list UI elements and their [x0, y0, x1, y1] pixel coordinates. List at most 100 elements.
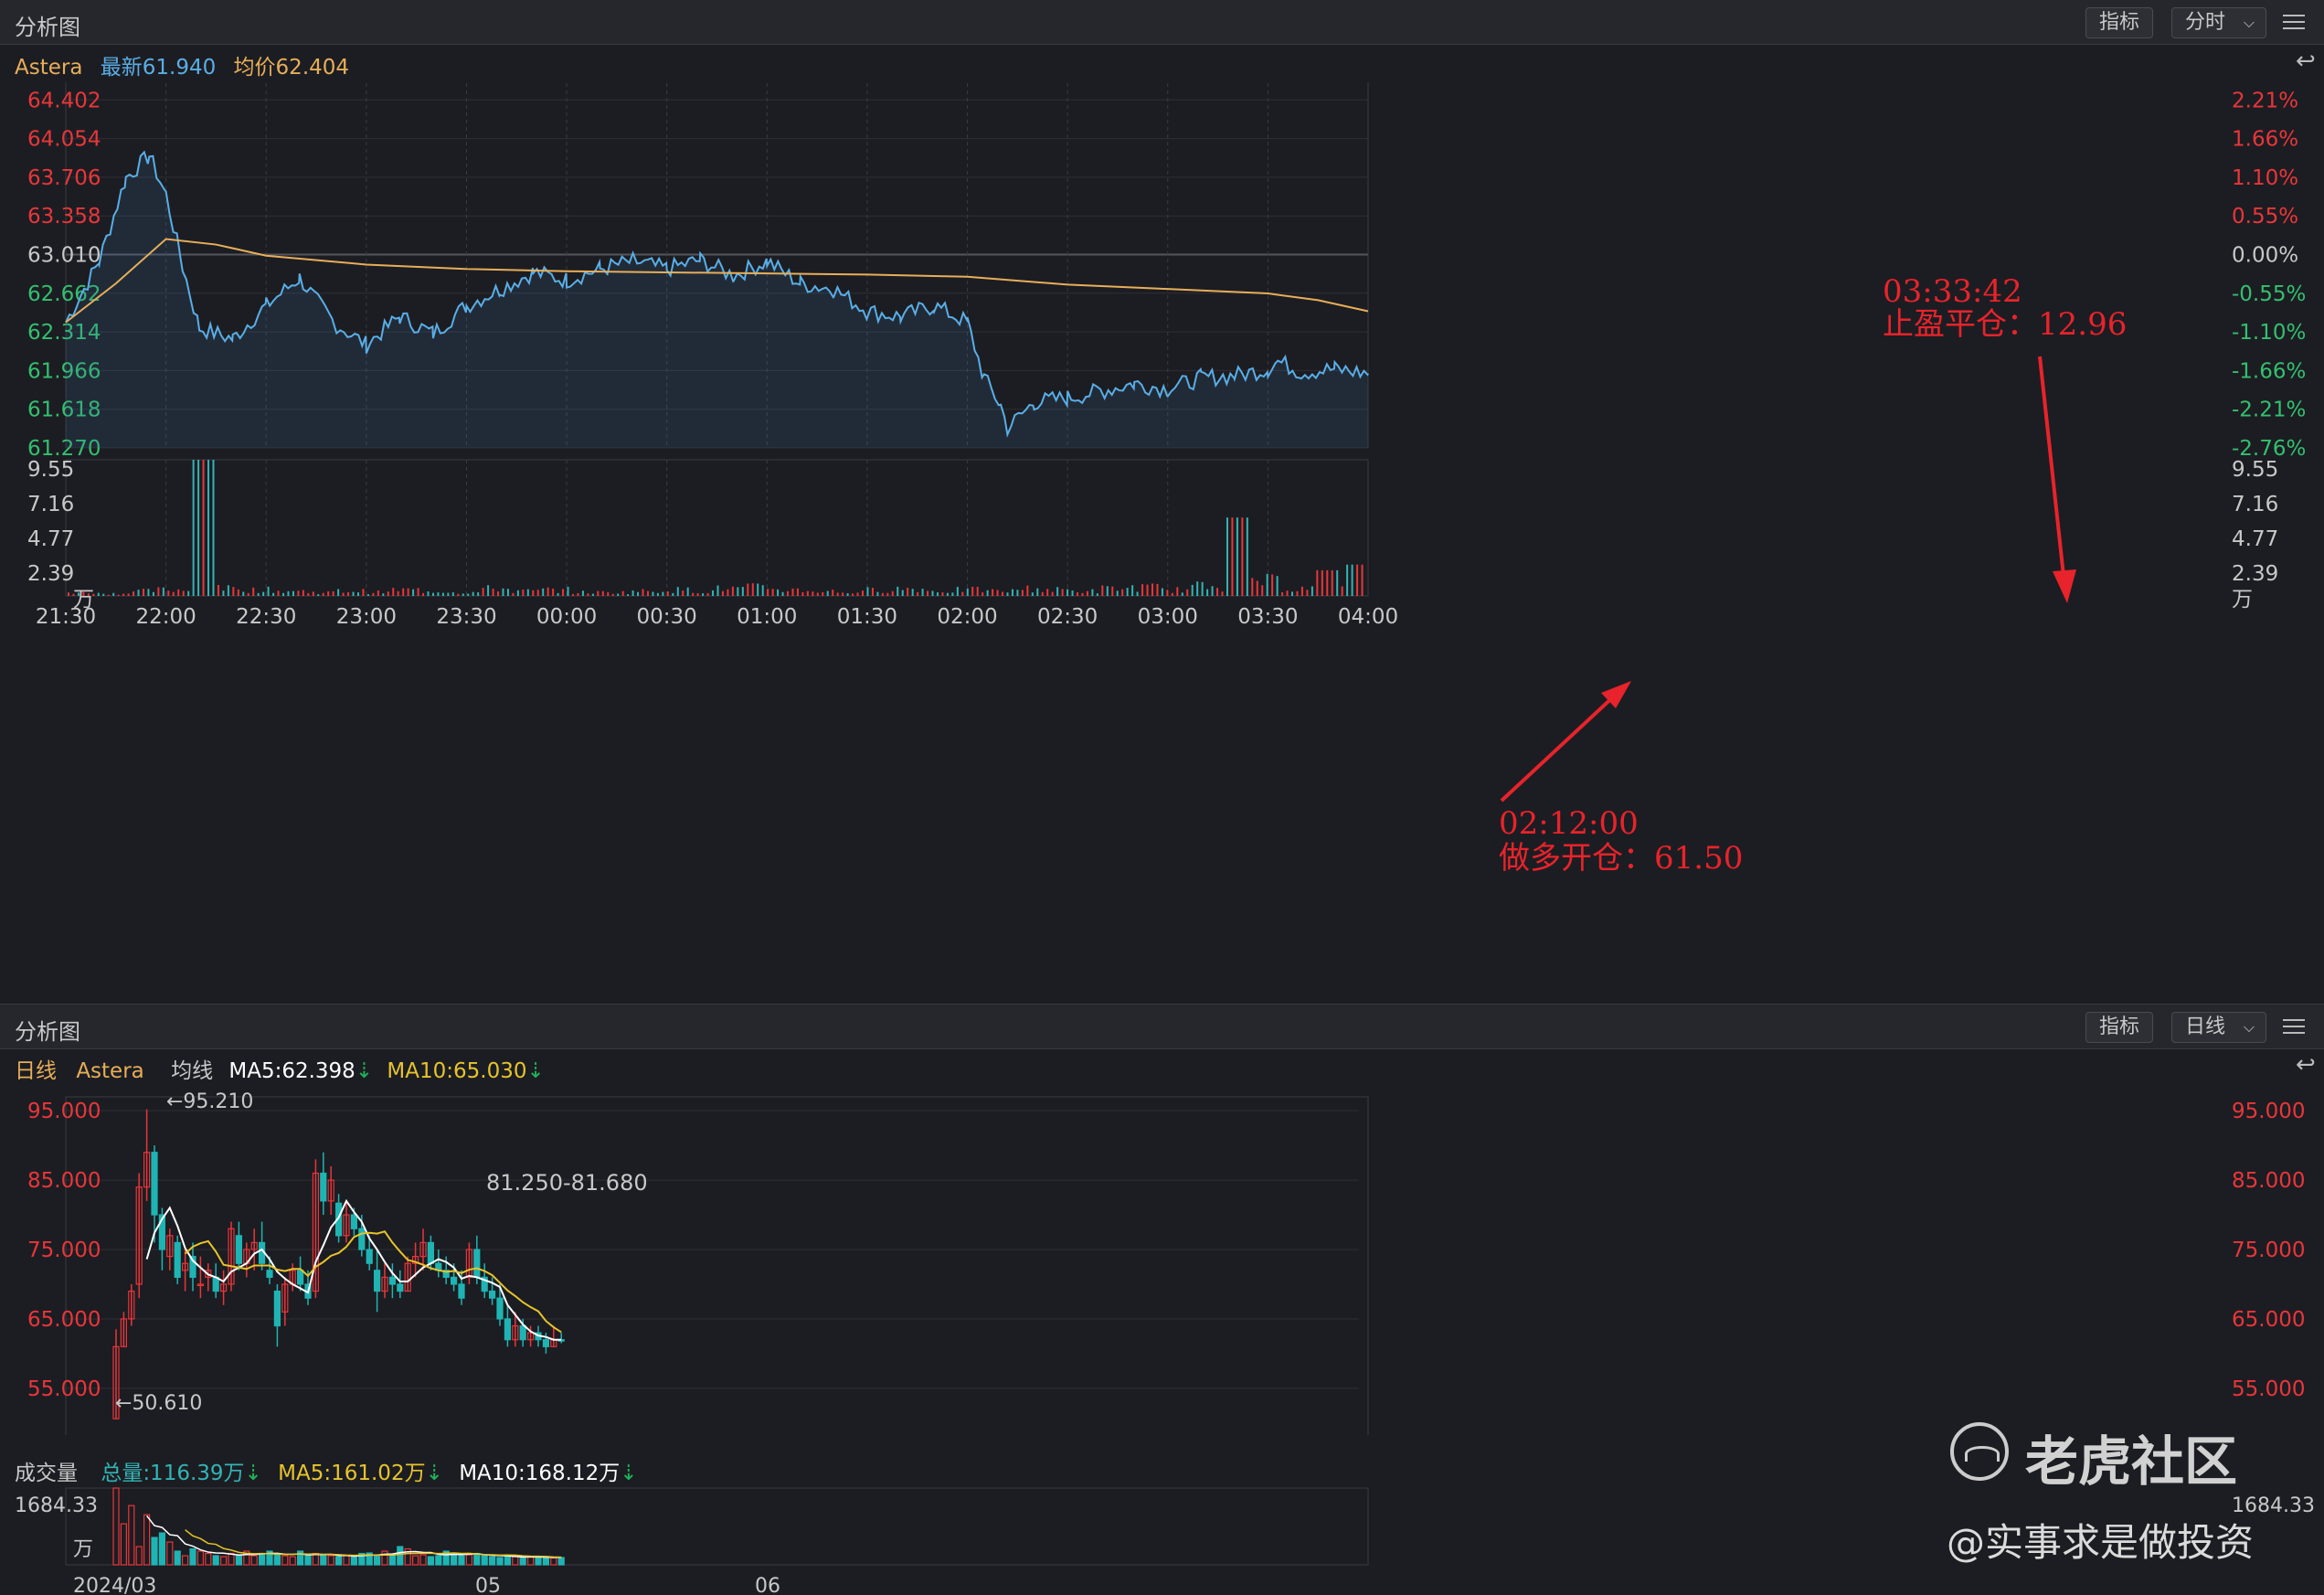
- exit-text: 止盈平仓：12.96: [1883, 306, 2127, 343]
- volume-bar: [741, 587, 744, 596]
- volume-bar: [222, 590, 225, 596]
- volume-bar: [1081, 592, 1084, 596]
- time-tick-label: 00:00: [536, 605, 597, 629]
- candle-body: [381, 1276, 388, 1292]
- volume-bar: [601, 590, 604, 596]
- volume-bar: [587, 593, 589, 596]
- indicator-button[interactable]: 指标: [2085, 7, 2153, 38]
- symbol-label: Astera: [76, 1059, 144, 1083]
- volume-bar: [646, 590, 649, 596]
- volume-bar: [1031, 592, 1034, 596]
- volume-bar: [232, 587, 235, 596]
- volume-bar: [1106, 586, 1109, 596]
- volume-bar: [441, 592, 444, 596]
- volume-bar: [327, 590, 330, 596]
- volume-bar: [317, 594, 320, 596]
- ma10-line: [184, 1230, 562, 1334]
- candle-body: [189, 1256, 196, 1278]
- volume-tick-label: 4.77: [27, 527, 74, 551]
- intraday-legend: Astera 最新61.940 均价62.404: [15, 49, 349, 80]
- volume-bar: [1002, 591, 1004, 596]
- pct-tick-label: 2.21%: [2232, 89, 2298, 112]
- volume-bar: [388, 1555, 396, 1566]
- volume-bar: [897, 586, 899, 596]
- volume-bar: [335, 1556, 343, 1566]
- reset-icon[interactable]: ↩: [2296, 48, 2316, 75]
- volume-bar: [1077, 592, 1079, 596]
- volume-bar: [277, 590, 280, 596]
- volume-bar: [1261, 585, 1264, 596]
- volume-tick-label-right: 7.16: [2232, 493, 2278, 516]
- volume-bar: [167, 590, 170, 596]
- volume-bar: [751, 583, 754, 596]
- volume-bar: [1306, 590, 1309, 596]
- volume-bar: [297, 1550, 304, 1566]
- volume-bar: [1231, 517, 1234, 596]
- volume-bar: [1006, 592, 1009, 596]
- candle-body: [404, 1262, 411, 1292]
- volume-bar: [886, 592, 889, 596]
- volume-bar: [247, 592, 249, 596]
- volume-bar: [235, 1555, 242, 1566]
- down-arrow-icon: ⇣: [244, 1462, 262, 1485]
- volume-bar: [1201, 581, 1204, 596]
- pct-tick-label: 0.00%: [2232, 244, 2298, 268]
- volume-bar: [637, 591, 640, 596]
- candle-body: [174, 1241, 181, 1278]
- volume-bar: [731, 586, 734, 596]
- volume-bar: [402, 588, 405, 596]
- volume-bar: [87, 593, 90, 596]
- entry-annotation: 02:12:00 做多开仓：61.50: [1499, 681, 1743, 877]
- price-tick-label: 75.000: [27, 1239, 101, 1262]
- volume-bar: [492, 589, 494, 596]
- candle-body: [427, 1241, 434, 1264]
- period-select[interactable]: 日线 ⌵: [2171, 1012, 2266, 1043]
- volume-bar: [1331, 569, 1333, 596]
- price-tick-label: 62.314: [27, 321, 101, 345]
- volume-bar: [716, 585, 719, 596]
- time-tick-label: 03:00: [1138, 605, 1198, 629]
- pct-tick-label: -0.55%: [2232, 282, 2306, 306]
- volume-bar: [532, 590, 535, 596]
- volume-bar: [412, 1555, 419, 1566]
- volume-bar: [781, 591, 784, 596]
- volume-bar: [196, 1550, 204, 1566]
- panel-title: 分析图: [15, 15, 80, 40]
- volume-bar: [377, 590, 379, 596]
- period-label: 日线: [15, 1059, 57, 1083]
- volume-ma10-line: [185, 1529, 562, 1558]
- price-tick-label: 61.966: [27, 359, 101, 383]
- volume-bar: [787, 590, 790, 596]
- volume-bar: [407, 588, 409, 596]
- volume-bar: [806, 590, 809, 596]
- volume-bar: [1091, 589, 1094, 596]
- menu-icon[interactable]: [2283, 1014, 2305, 1039]
- time-tick-label: 23:30: [436, 605, 496, 629]
- volume-bar: [404, 1547, 411, 1566]
- volume-bar: [706, 592, 709, 596]
- down-arrow-icon: ⇣: [526, 1059, 545, 1083]
- candle-body: [412, 1256, 419, 1264]
- price-tick-label: 61.618: [27, 399, 101, 422]
- volume-bar: [442, 1550, 450, 1566]
- volume-bar: [1351, 564, 1353, 596]
- volume-bar: [1186, 589, 1189, 596]
- price-tick-label-right: 95.000: [2232, 1100, 2305, 1123]
- period-select[interactable]: 分时 ⌵: [2171, 7, 2266, 38]
- volume-bar: [1116, 590, 1119, 596]
- candle-body: [158, 1214, 165, 1250]
- entry-time: 02:12:00: [1499, 805, 1639, 842]
- indicator-button[interactable]: 指标: [2085, 1012, 2153, 1043]
- volume-bar: [611, 593, 614, 596]
- reset-icon[interactable]: ↩: [2296, 1051, 2316, 1079]
- volume-bar: [327, 1555, 334, 1566]
- volume-bar: [1166, 590, 1169, 596]
- volume-bar: [982, 592, 984, 596]
- volume-bar: [143, 1514, 151, 1566]
- volume-bar: [202, 460, 205, 596]
- volume-bar: [262, 591, 265, 596]
- volume-bar: [519, 1557, 526, 1566]
- candle-body: [281, 1283, 289, 1313]
- menu-icon[interactable]: [2283, 9, 2305, 35]
- time-tick-label: 01:00: [737, 605, 797, 629]
